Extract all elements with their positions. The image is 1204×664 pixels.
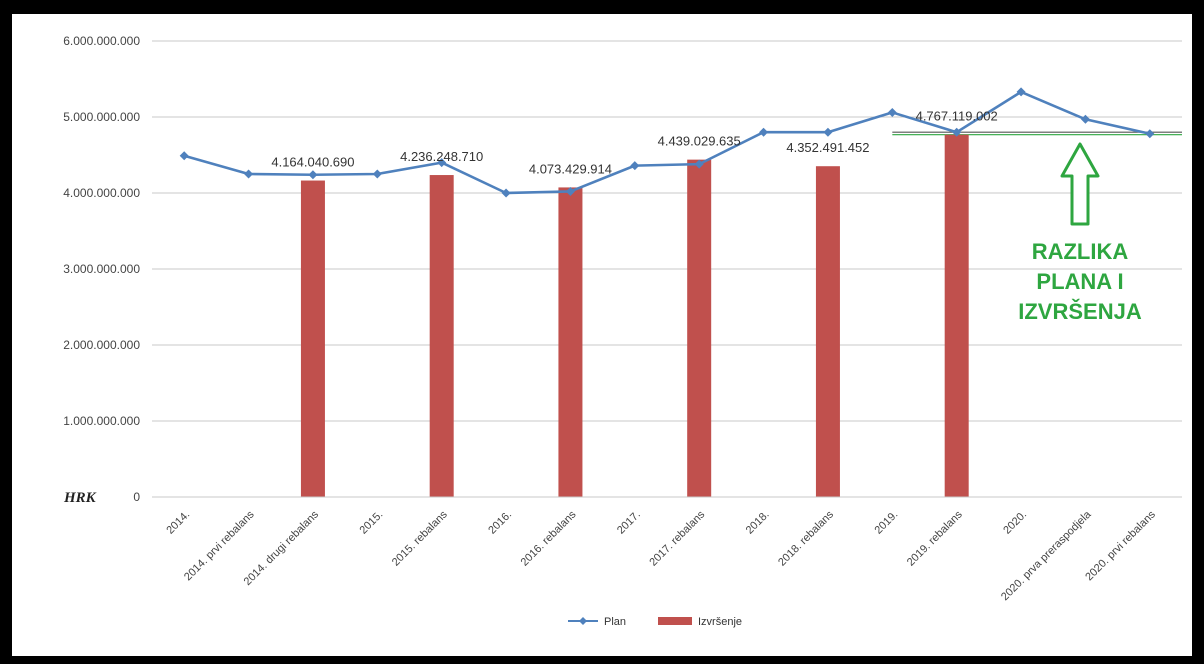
bar-izvrsenje: [558, 187, 583, 498]
bar-izvrsenje: [687, 159, 712, 498]
reference-lines: [892, 131, 1182, 136]
y-tick-label: 2.000.000.000: [63, 338, 140, 352]
plan-point: [759, 127, 769, 137]
plan-line: [179, 87, 1155, 198]
up-arrow-icon: [1060, 142, 1100, 226]
plan-point: [1016, 87, 1026, 97]
y-tick-label: 0: [133, 490, 140, 504]
y-tick-label: 3.000.000.000: [63, 262, 140, 276]
bar-izvrsenje: [300, 180, 325, 498]
plan-point: [308, 170, 318, 180]
x-tick-label: 2015. rebalans: [390, 508, 450, 568]
data-label: 4.236.248.710: [400, 149, 483, 164]
legend-izvrsenje-label: Izvršenje: [698, 616, 742, 628]
bar-izvrsenje: [815, 166, 840, 498]
data-label: 4.352.491.452: [786, 140, 869, 155]
legend-plan-marker: [579, 617, 587, 625]
plan-point: [244, 169, 254, 179]
data-label: 4.073.429.914: [529, 161, 612, 176]
x-tick-label: 2016. rebalans: [519, 508, 579, 568]
chart-frame: 4.164.040.690 4.236.248.710 4.073.429.914 4…: [12, 14, 1192, 656]
x-tick-label: 2019. rebalans: [905, 508, 965, 568]
plan-point: [887, 107, 897, 117]
legend: Plan Izvršenje: [568, 616, 742, 628]
unit-label: HRK: [63, 490, 97, 506]
y-axis: 0 1.000.000.000 2.000.000.000 3.000.000.000…: [63, 34, 140, 504]
plan-point: [1145, 129, 1155, 139]
x-tick-label: 2018.: [744, 509, 772, 537]
x-tick-label: 2015.: [357, 509, 385, 537]
x-tick-label: 2017.: [615, 509, 643, 537]
plan-point: [952, 127, 962, 137]
plan-point: [501, 188, 511, 198]
x-tick-label: 2020.: [1001, 509, 1029, 537]
bar-izvrsenje: [944, 134, 969, 497]
x-tick-label: 2020. prvi rebalans: [1083, 508, 1158, 583]
data-labels: 4.164.040.690 4.236.248.710 4.073.429.914 4…: [271, 109, 997, 177]
plan-point: [437, 158, 447, 168]
legend-izvrsenje-swatch: [658, 617, 692, 625]
x-tick-label: 2014.: [164, 509, 192, 537]
bars: [300, 134, 969, 498]
legend-plan-label: Plan: [604, 616, 626, 628]
annotation: RAZLIKA PLANA I IZVRŠENJA: [1018, 142, 1142, 324]
bar-izvrsenje: [429, 175, 454, 497]
y-tick-label: 1.000.000.000: [63, 414, 140, 428]
annotation-line-1: RAZLIKA: [1032, 239, 1129, 264]
y-tick-label: 5.000.000.000: [63, 110, 140, 124]
plan-point: [630, 161, 640, 171]
plan-point: [565, 186, 575, 196]
x-tick-label: 2018. rebalans: [776, 508, 836, 568]
x-tick-label: 2014. prvi rebalans: [182, 508, 257, 583]
data-label: 4.439.029.635: [658, 134, 741, 149]
plan-point: [372, 169, 382, 179]
data-label: 4.767.119.002: [916, 109, 998, 124]
x-tick-label: 2017. rebalans: [647, 508, 707, 568]
plan-point: [694, 159, 704, 169]
x-tick-label: 2014. drugi rebalans: [242, 508, 322, 588]
annotation-line-3: IZVRŠENJA: [1018, 299, 1142, 324]
data-label: 4.164.040.690: [271, 155, 354, 170]
x-tick-label: 2019.: [872, 509, 900, 537]
plan-point: [823, 127, 833, 137]
plan-series-line: [183, 90, 1151, 195]
plan-point: [1080, 114, 1090, 124]
annotation-line-2: PLANA I: [1036, 269, 1123, 294]
y-tick-label: 4.000.000.000: [63, 186, 140, 200]
y-tick-label: 6.000.000.000: [63, 34, 140, 48]
x-tick-label: 2016.: [486, 509, 514, 537]
plan-point: [179, 151, 189, 161]
chart: 4.164.040.690 4.236.248.710 4.073.429.914 4…: [63, 34, 1182, 628]
